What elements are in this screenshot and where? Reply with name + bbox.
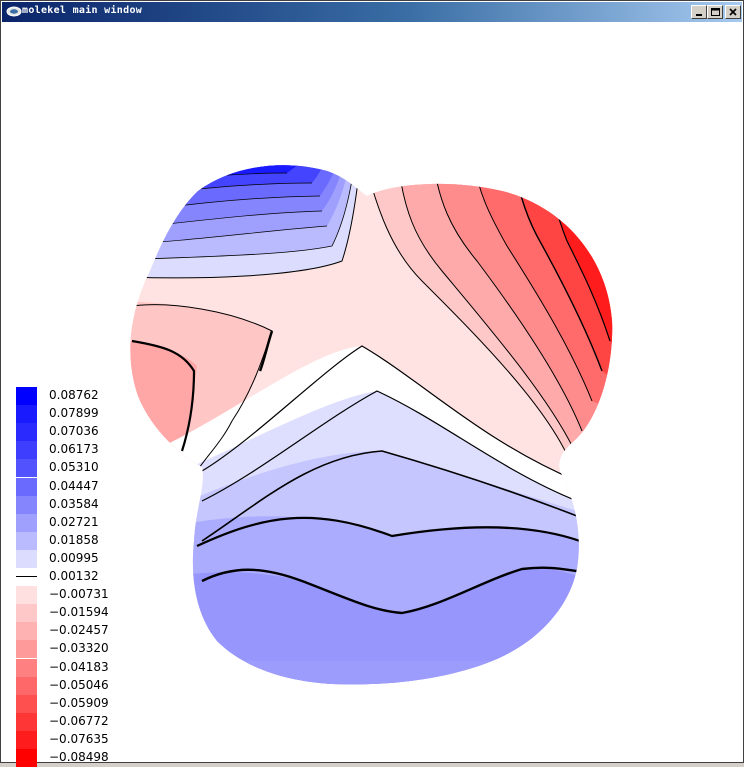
legend-label: −0.01594 bbox=[49, 605, 109, 620]
legend-label: −0.08498 bbox=[49, 750, 109, 764]
legend-swatch bbox=[16, 604, 37, 623]
legend-label: 0.06173 bbox=[49, 442, 99, 457]
legend-label: −0.06772 bbox=[49, 713, 109, 728]
legend-swatch bbox=[16, 549, 37, 568]
molecular-surface[interactable] bbox=[2, 23, 742, 762]
close-button[interactable] bbox=[725, 5, 741, 19]
potential-surface bbox=[130, 165, 613, 685]
title-bar[interactable]: molekel main window bbox=[2, 2, 742, 22]
minimize-button[interactable] bbox=[691, 5, 707, 19]
window-title: molekel main window bbox=[22, 5, 143, 16]
render-viewport[interactable]: 0.08762 0.07899 0.07036 0.06173 0.05310 0.044… bbox=[2, 23, 742, 767]
legend-swatch bbox=[16, 531, 37, 550]
legend-label: −0.04183 bbox=[49, 659, 109, 674]
legend-swatch bbox=[16, 640, 37, 659]
molekel-app-icon bbox=[6, 6, 22, 17]
legend-label: −0.05909 bbox=[49, 695, 109, 710]
legend-label: −0.05046 bbox=[49, 677, 109, 692]
legend-swatch bbox=[16, 749, 37, 767]
legend-label: −0.07635 bbox=[49, 731, 109, 746]
legend-label: 0.07036 bbox=[49, 424, 99, 439]
legend-swatch bbox=[16, 477, 37, 496]
legend-label: 0.00132 bbox=[49, 569, 99, 583]
legend-swatch bbox=[16, 676, 37, 695]
legend-swatch bbox=[16, 423, 37, 442]
legend-swatch bbox=[16, 495, 37, 514]
legend-swatch bbox=[16, 730, 37, 749]
legend-label: −0.00731 bbox=[49, 587, 109, 602]
legend-swatch bbox=[16, 459, 37, 478]
legend-swatch bbox=[16, 694, 37, 713]
maximize-button[interactable] bbox=[707, 5, 723, 19]
legend-swatch bbox=[16, 441, 37, 460]
legend-swatch bbox=[16, 622, 37, 641]
legend-swatch bbox=[16, 658, 37, 677]
legend-label: 0.03584 bbox=[49, 496, 99, 511]
close-icon bbox=[729, 8, 737, 16]
legend-swatch bbox=[16, 586, 37, 605]
legend-swatch bbox=[16, 712, 37, 731]
legend-label: 0.02721 bbox=[49, 514, 99, 529]
legend-label: 0.07899 bbox=[49, 406, 99, 421]
maximize-icon bbox=[711, 8, 720, 16]
legend-label: 0.08762 bbox=[49, 388, 99, 402]
legend-label: 0.00995 bbox=[49, 550, 99, 565]
legend-label: 0.01858 bbox=[49, 532, 99, 547]
legend-swatch bbox=[16, 513, 37, 532]
legend-swatch bbox=[16, 405, 37, 424]
minimize-icon bbox=[696, 14, 702, 16]
legend-label: 0.05310 bbox=[49, 460, 99, 475]
legend-swatch bbox=[16, 568, 37, 586]
legend-label: −0.02457 bbox=[49, 623, 109, 638]
legend-label: −0.03320 bbox=[49, 641, 109, 656]
legend-label: 0.04447 bbox=[49, 478, 99, 493]
legend-swatch bbox=[16, 387, 37, 405]
